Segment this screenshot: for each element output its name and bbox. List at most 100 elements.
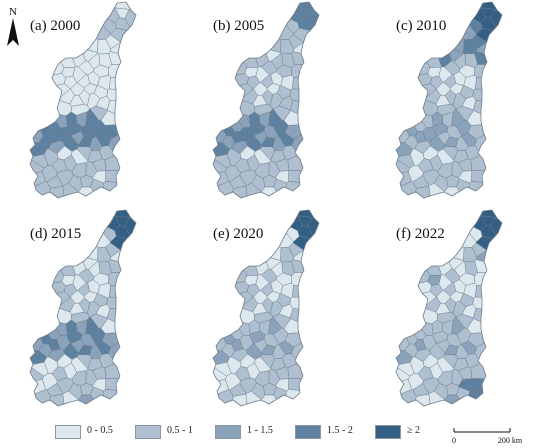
county-region — [427, 67, 442, 78]
county-region — [474, 51, 502, 65]
panel-label-c: (c) 2010 — [396, 18, 447, 34]
county-region — [96, 2, 136, 10]
county-region — [108, 51, 136, 65]
county-region — [244, 67, 259, 78]
county-region — [30, 303, 44, 351]
county-region — [283, 388, 319, 406]
map-panel-b: (b) 2005 — [183, 0, 363, 210]
county-region — [284, 331, 319, 348]
county-region — [462, 2, 502, 10]
county-region — [441, 319, 454, 335]
county-region — [396, 100, 427, 132]
county-region — [258, 111, 271, 127]
county-region — [260, 394, 285, 406]
county-region — [244, 275, 259, 286]
county-region — [225, 164, 241, 183]
legend-label: 1 - 1.5 — [247, 425, 273, 436]
county-region — [443, 394, 468, 406]
county-region — [104, 154, 136, 172]
county-region — [297, 7, 313, 19]
county-region — [108, 272, 136, 288]
panel-label-d: (d) 2015 — [30, 226, 82, 242]
county-region — [108, 64, 136, 80]
county-region — [56, 145, 73, 161]
county-region — [77, 394, 102, 406]
county-region — [474, 259, 502, 273]
county-region — [97, 74, 111, 91]
legend-swatch — [295, 425, 321, 439]
legend-label: 1.5 - 2 — [327, 425, 353, 436]
county-region — [100, 318, 136, 334]
county-region — [80, 382, 94, 396]
panel-label-b: (b) 2005 — [213, 18, 265, 34]
county-region — [114, 215, 130, 227]
county-region — [100, 180, 136, 198]
county-region — [458, 378, 472, 392]
county-region — [30, 210, 65, 291]
county-region — [480, 225, 499, 240]
province-map-b — [212, 1, 320, 199]
county-region — [80, 174, 94, 188]
scale-bar-zero: 0 — [452, 436, 456, 445]
county-region — [396, 73, 432, 95]
county-region — [75, 111, 88, 127]
county-region — [108, 259, 136, 273]
county-region — [253, 130, 268, 146]
county-region — [470, 362, 502, 380]
county-region — [291, 51, 319, 65]
province-map-f — [395, 209, 503, 407]
county-region — [480, 7, 496, 19]
county-region — [463, 282, 477, 299]
county-region — [466, 318, 502, 334]
county-region — [275, 170, 289, 184]
panel-label-e: (e) 2020 — [213, 226, 264, 242]
county-region — [291, 259, 319, 273]
province-border — [212, 209, 320, 407]
county-region — [396, 210, 431, 291]
county-region — [467, 331, 502, 348]
county-region — [446, 382, 460, 396]
county-region — [69, 94, 85, 107]
county-region — [266, 83, 281, 95]
county-region — [446, 174, 460, 188]
map-panel-f: (f) 2022 — [366, 208, 546, 418]
county-region — [77, 186, 102, 198]
county-region — [213, 303, 227, 351]
county-region — [272, 344, 286, 359]
county-region — [213, 100, 244, 132]
county-region — [30, 95, 44, 143]
county-region — [466, 110, 502, 126]
county-region — [61, 67, 76, 78]
county-region — [92, 378, 106, 392]
county-region — [213, 95, 227, 143]
county-region — [83, 83, 98, 95]
north-arrow: N — [7, 6, 19, 46]
county-region — [104, 362, 136, 380]
county-region — [42, 372, 58, 391]
county-region — [435, 302, 451, 315]
province-border — [395, 209, 503, 407]
county-region — [92, 170, 106, 184]
county-region — [114, 7, 130, 19]
county-region — [260, 186, 285, 198]
county-region — [266, 291, 281, 303]
map-panel-d: (d) 2015 — [0, 208, 180, 418]
county-region — [474, 272, 502, 288]
county-region — [89, 136, 103, 151]
county-region — [297, 215, 313, 227]
county-region — [101, 331, 136, 348]
province-border — [395, 1, 503, 199]
county-region — [466, 180, 502, 198]
county-region — [30, 100, 61, 132]
county-region — [69, 302, 85, 315]
province-border — [212, 1, 320, 199]
county-region — [441, 111, 454, 127]
north-letter: N — [9, 6, 17, 18]
county-region — [480, 215, 496, 227]
county-region — [100, 388, 136, 406]
county-region — [70, 338, 85, 354]
county-region — [279, 2, 319, 10]
panel-label-a: (a) 2000 — [30, 18, 81, 34]
county-region — [443, 186, 468, 198]
county-region — [97, 282, 111, 299]
